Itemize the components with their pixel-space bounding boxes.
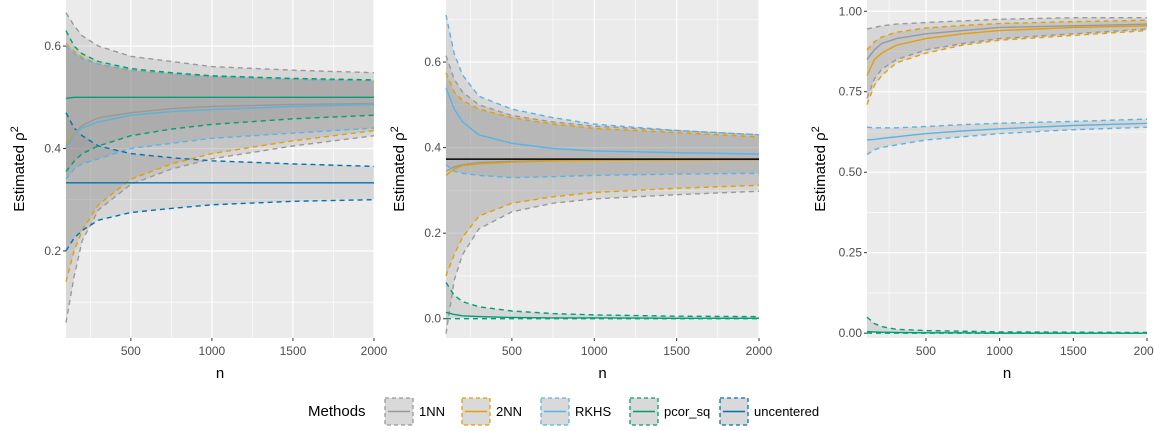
lower-bound-2NN — [445, 184, 760, 277]
upper-bound-RKHS — [445, 14, 760, 136]
y-axis-title: Estimated ρ2 — [810, 126, 829, 212]
ribbon-1NN — [66, 12, 374, 323]
upper-bound-1NN — [65, 12, 375, 74]
lower-bound-1NN — [445, 190, 760, 334]
upper-bound-pcor_sq — [866, 316, 1148, 334]
upper-bound-2NN — [445, 72, 760, 138]
x-tick-label: 500 — [502, 344, 522, 358]
mean-line-pcor_sq — [866, 330, 1147, 334]
panel-background — [446, 0, 759, 338]
ribbon-RKHS — [867, 119, 1147, 155]
y-tick-label: 0.50 — [839, 165, 863, 179]
y-tick-label: 0.25 — [839, 246, 863, 260]
legend-key-pcor_sq: pcor_sq — [629, 397, 710, 426]
ribbon-RKHS — [66, 46, 374, 180]
lower-bound-1NN — [866, 28, 1148, 99]
mean-line-pcor_sq — [65, 96, 374, 99]
upper-bound-RKHS — [866, 118, 1148, 129]
legend-key-1NN: 1NN — [384, 397, 445, 426]
ribbon-2NN — [446, 72, 759, 276]
legend-label: pcor_sq — [664, 404, 710, 419]
x-axis-title: n — [216, 365, 224, 382]
lower-bound-1NN — [65, 135, 375, 323]
lower-bound-RKHS — [866, 126, 1148, 156]
legend: Methods 1NN 2NN RKHS pcor_sq uncentered — [308, 397, 819, 426]
x-tick-label: 2000 — [361, 344, 388, 358]
lower-bound-pcor_sq — [65, 114, 375, 173]
panel-2: 0.0 0.2 0.4 0.6 500 1000 1500 2000 n Estimated ρ2 — [389, 0, 773, 382]
x-tick-label: 1500 — [1060, 344, 1087, 358]
panel-1: 0.2 0.4 0.6 500 1000 1500 2000 n Estimated ρ2 — [9, 0, 388, 382]
ribbon-2NN — [66, 43, 374, 282]
y-tick-label: 0.2 — [424, 226, 441, 240]
mean-line-1NN — [866, 23, 1148, 61]
panel-3: 0.00 0.25 0.50 0.75 1.00 500 1000 1500 2000 n Esti… — [810, 0, 1154, 382]
lower-bound-2NN — [866, 29, 1148, 105]
upper-bound-pcor_sq — [445, 282, 760, 318]
lower-bound-RKHS — [445, 164, 760, 179]
x-tick-label: 2000 — [1134, 344, 1154, 358]
ribbon-pcor_sq — [446, 282, 759, 319]
y-tick-label: 0.4 — [44, 142, 61, 156]
panel-background — [867, 0, 1147, 338]
x-tick-label: 2000 — [746, 344, 773, 358]
lower-bound-2NN — [65, 129, 375, 282]
legend-key-uncentered: uncentered — [719, 397, 819, 426]
mean-line-2NN — [445, 158, 760, 176]
mean-line-2NN — [866, 25, 1148, 76]
panel-background — [66, 0, 374, 338]
legend-key-RKHS: RKHS — [540, 397, 611, 426]
mean-line-1NN — [65, 102, 375, 149]
x-axis-title: n — [1003, 365, 1011, 382]
y-tick-label: 0.0 — [424, 312, 441, 326]
x-tick-label: 1500 — [663, 344, 690, 358]
y-tick-label: 0.6 — [44, 39, 61, 53]
y-axis-title: Estimated ρ2 — [389, 126, 408, 212]
legend-label: RKHS — [575, 404, 611, 419]
lower-bound-uncentered — [65, 199, 375, 252]
x-tick-label: 500 — [916, 344, 936, 358]
legend-label: 2NN — [496, 404, 522, 419]
ribbon-RKHS — [446, 15, 759, 178]
x-tick-label: 1500 — [280, 344, 307, 358]
upper-bound-2NN — [65, 42, 375, 82]
ribbon-pcor_sq — [867, 317, 1147, 334]
mean-line-RKHS — [65, 103, 375, 147]
legend-label: uncentered — [754, 404, 819, 419]
x-axis-title: n — [598, 365, 606, 382]
legend-key-2NN: 2NN — [461, 397, 522, 426]
mean-line-RKHS — [866, 122, 1148, 141]
lower-bound-RKHS — [65, 127, 375, 180]
y-axis-title: Estimated ρ2 — [9, 126, 28, 212]
ribbon-pcor_sq — [66, 30, 374, 172]
x-tick-label: 1000 — [199, 344, 226, 358]
upper-bound-pcor_sq — [65, 30, 375, 81]
y-tick-label: 1.00 — [839, 4, 863, 18]
x-tick-label: 500 — [121, 344, 141, 358]
y-tick-label: 0.6 — [424, 55, 441, 69]
legend-label: 1NN — [419, 404, 445, 419]
upper-bound-1NN — [445, 55, 760, 136]
ribbon-1NN — [446, 55, 759, 334]
y-tick-label: 0.75 — [839, 85, 863, 99]
upper-bound-1NN — [866, 17, 1147, 30]
legend-keys: 1NN 2NN RKHS pcor_sq uncentered — [384, 397, 819, 426]
ribbon-uncentered — [66, 112, 374, 251]
mean-line-pcor_sq — [445, 311, 759, 319]
x-tick-label: 1000 — [986, 344, 1013, 358]
y-tick-label: 0.00 — [839, 326, 863, 340]
upper-bound-2NN — [866, 19, 1148, 51]
mean-line-RKHS — [445, 87, 760, 155]
ribbon-2NN — [867, 20, 1147, 105]
y-tick-label: 0.4 — [424, 141, 441, 155]
y-tick-label: 0.2 — [44, 244, 61, 258]
x-tick-label: 1000 — [581, 344, 608, 358]
legend-title: Methods — [308, 403, 366, 420]
